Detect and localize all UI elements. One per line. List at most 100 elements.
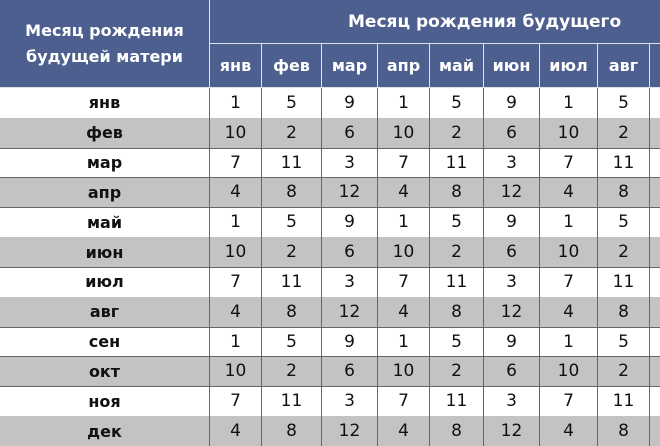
cell: 12 (484, 416, 540, 446)
cell: 2 (262, 237, 322, 268)
cell: 5 (262, 207, 322, 239)
cell: 2 (430, 356, 484, 388)
row-label: фев (0, 117, 210, 149)
cell: 5 (598, 88, 650, 119)
cell: 8 (430, 416, 484, 446)
cell: 8 (598, 416, 650, 446)
cell: 7 (540, 386, 598, 418)
cell-cropped (650, 88, 660, 119)
row-label: ноя (0, 386, 210, 418)
cell: 12 (322, 296, 378, 328)
cell: 3 (484, 147, 540, 179)
cell: 11 (430, 267, 484, 298)
cell: 2 (262, 117, 322, 149)
cell: 6 (322, 117, 378, 149)
cell: 1 (540, 207, 598, 239)
cell-cropped (650, 386, 660, 418)
cell: 8 (598, 296, 650, 328)
cell-cropped (650, 207, 660, 239)
cell: 9 (484, 207, 540, 239)
cell: 8 (430, 296, 484, 328)
cell: 1 (378, 88, 430, 119)
cell: 11 (262, 147, 322, 179)
cell: 12 (322, 177, 378, 209)
cell: 10 (378, 237, 430, 268)
cell: 2 (430, 117, 484, 149)
cell-cropped (650, 327, 660, 358)
cell: 10 (210, 117, 262, 149)
cell: 1 (540, 326, 598, 358)
cell: 2 (262, 356, 322, 388)
column-label: фев (262, 44, 322, 88)
cell: 7 (210, 147, 262, 179)
row-label: янв (0, 88, 210, 119)
row-label: апр (0, 177, 210, 209)
cell-cropped (650, 356, 660, 388)
cell: 2 (598, 117, 650, 149)
cell: 10 (540, 237, 598, 268)
cell: 1 (540, 88, 598, 119)
cell: 4 (210, 177, 262, 209)
cell: 11 (262, 267, 322, 298)
cell: 5 (262, 88, 322, 119)
cell: 7 (378, 147, 430, 179)
cell: 11 (430, 147, 484, 179)
cell: 2 (598, 356, 650, 388)
cell: 11 (598, 386, 650, 418)
cell-cropped (650, 117, 660, 149)
cell: 6 (484, 356, 540, 388)
cell: 1 (378, 207, 430, 239)
cell: 2 (598, 237, 650, 268)
cell: 3 (322, 147, 378, 179)
cell: 6 (484, 237, 540, 268)
cell: 3 (322, 267, 378, 298)
row-title-line: будущей матери (26, 46, 183, 66)
column-label: мар (322, 44, 378, 88)
cell: 6 (322, 237, 378, 268)
cell: 8 (262, 416, 322, 446)
cell: 7 (540, 267, 598, 298)
row-label: дек (0, 416, 210, 446)
cell: 7 (378, 386, 430, 418)
cell: 10 (378, 117, 430, 149)
cell: 7 (210, 386, 262, 418)
row-header: Месяц рождения будущей матери (0, 0, 210, 88)
cell: 1 (210, 326, 262, 358)
cell: 4 (210, 416, 262, 446)
cell: 8 (430, 177, 484, 209)
cell: 9 (322, 88, 378, 119)
row-label: авг (0, 296, 210, 328)
column-label: апр (378, 44, 430, 88)
cell: 6 (322, 356, 378, 388)
column-label: авг (598, 44, 650, 88)
column-label: май (430, 44, 484, 88)
column-header: Месяц рождения будущего (210, 0, 660, 44)
cell: 9 (484, 88, 540, 119)
cell: 10 (210, 237, 262, 268)
cell: 10 (540, 356, 598, 388)
column-label-cropped (650, 44, 660, 88)
row-label: май (0, 207, 210, 239)
cell: 12 (484, 296, 540, 328)
cell: 4 (540, 177, 598, 209)
cell: 10 (378, 356, 430, 388)
row-label: мар (0, 147, 210, 179)
cell: 5 (598, 207, 650, 239)
cell: 5 (262, 326, 322, 358)
cell: 9 (484, 326, 540, 358)
cell: 8 (262, 296, 322, 328)
cell: 10 (540, 117, 598, 149)
cell: 5 (430, 326, 484, 358)
cell: 2 (430, 237, 484, 268)
cell-cropped (650, 416, 660, 446)
cell: 4 (378, 416, 430, 446)
cell: 4 (378, 177, 430, 209)
row-label: июн (0, 237, 210, 268)
column-label: июл (540, 44, 598, 88)
cell: 11 (598, 267, 650, 298)
row-label: окт (0, 356, 210, 388)
cell: 5 (430, 207, 484, 239)
cell: 1 (378, 326, 430, 358)
cell: 10 (210, 356, 262, 388)
cell: 12 (322, 416, 378, 446)
